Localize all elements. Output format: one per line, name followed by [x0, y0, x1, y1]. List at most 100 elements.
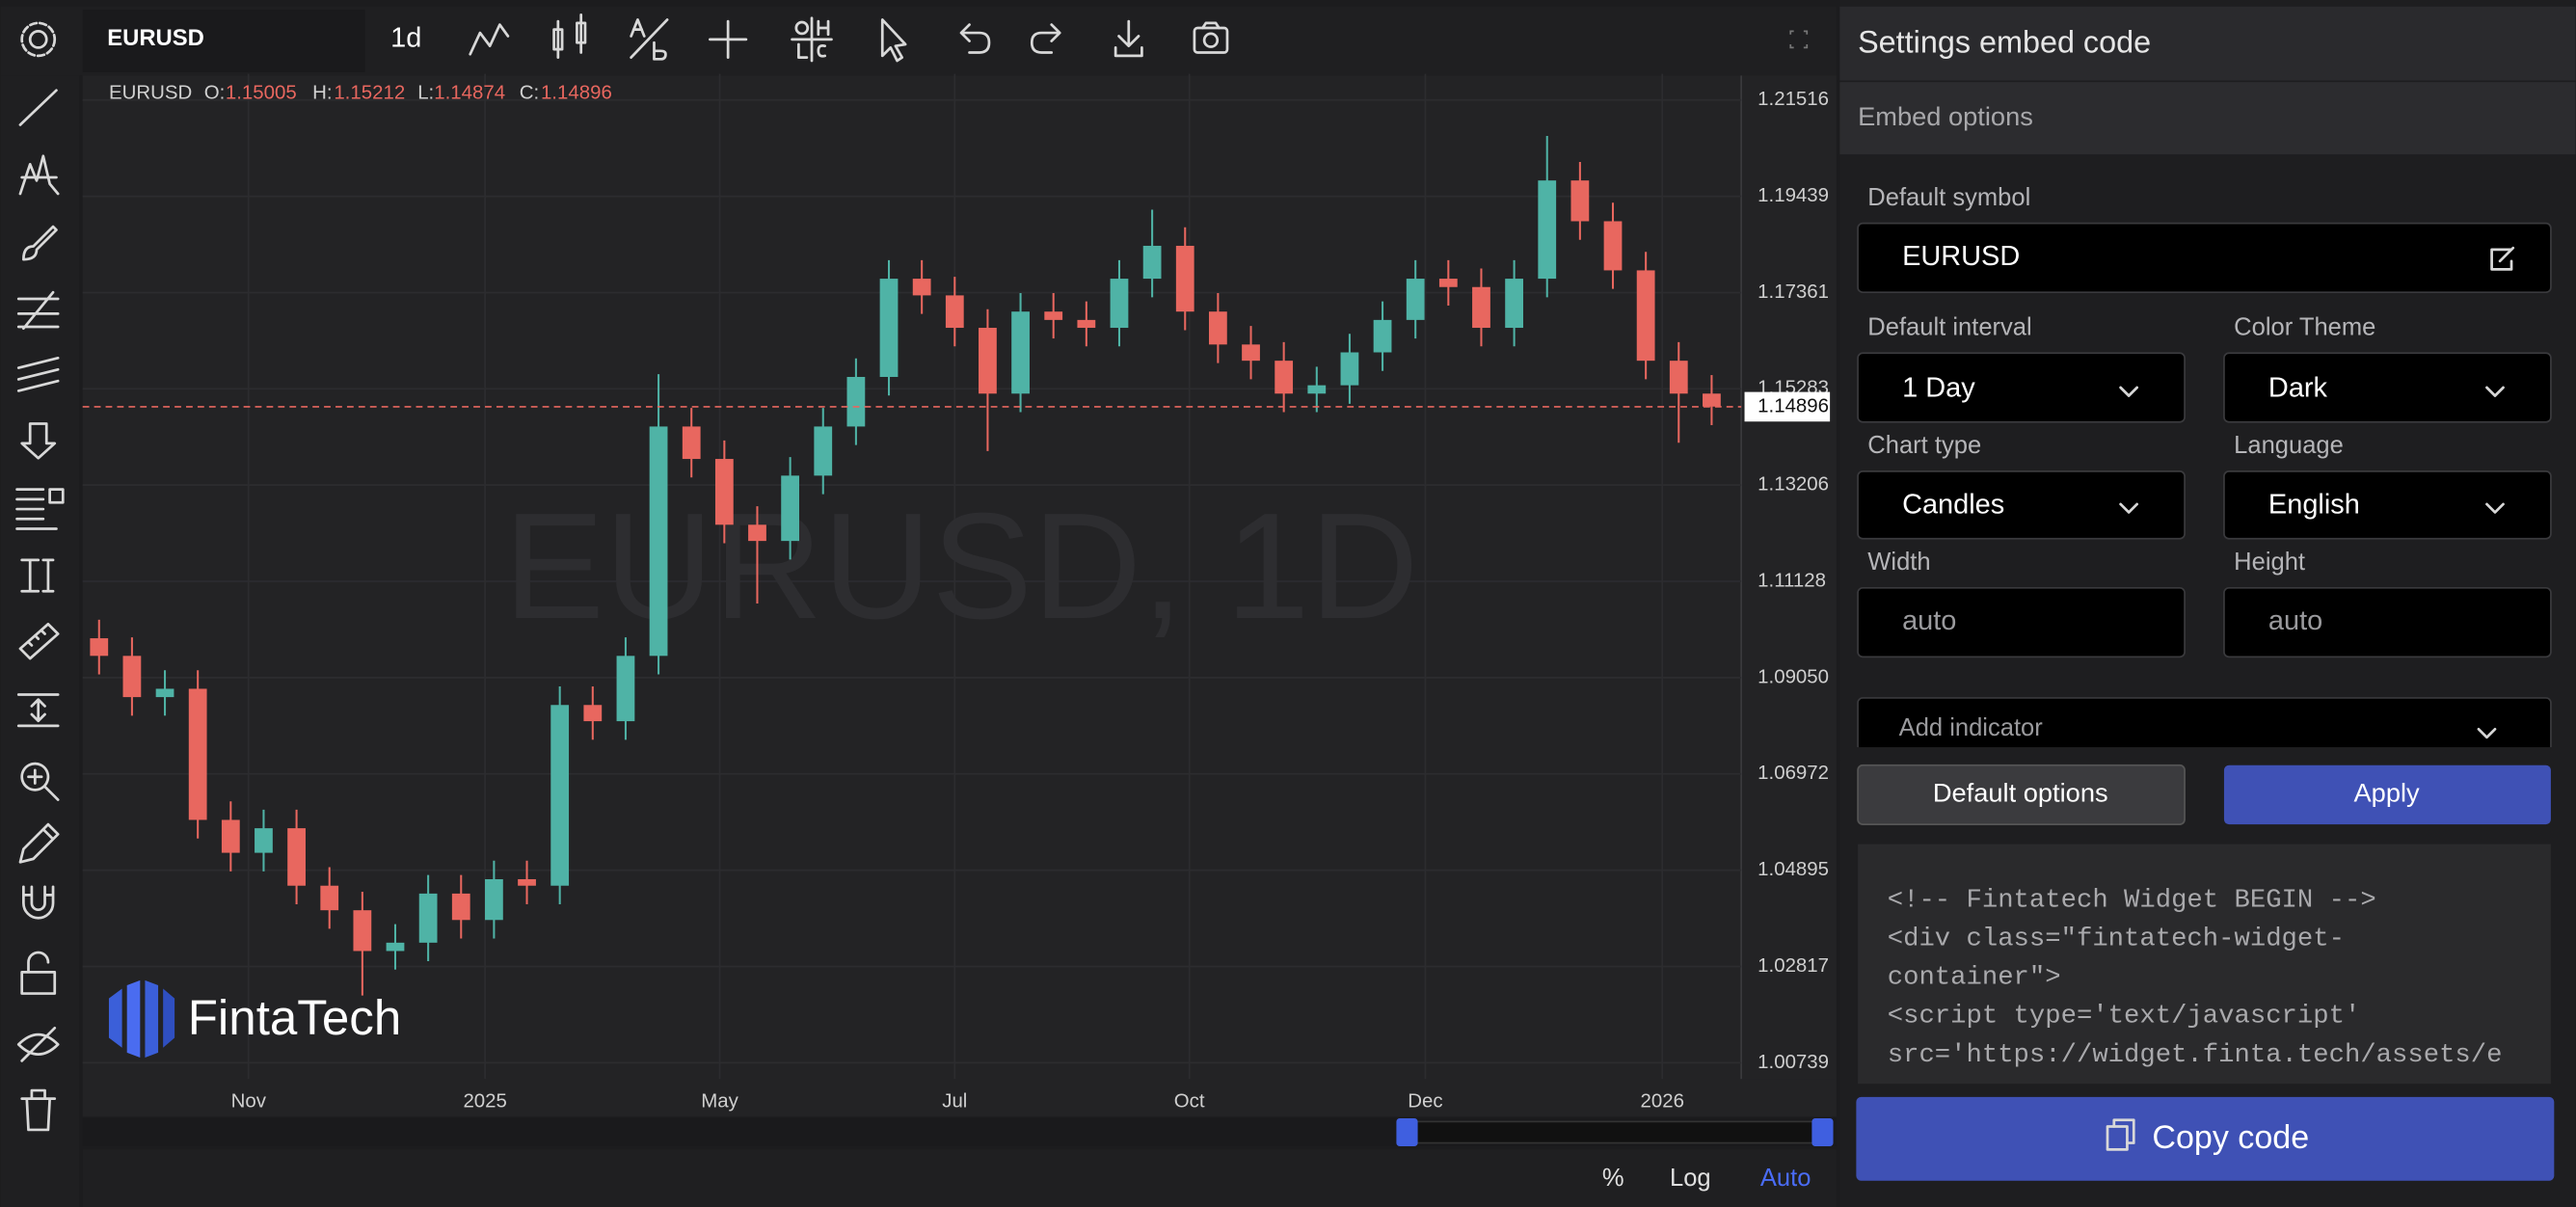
magnet-tool[interactable] — [22, 885, 55, 920]
y-tick-label: 1.00739 — [1758, 1051, 1829, 1073]
x-tick-label: Dec — [1408, 1089, 1442, 1112]
fullscreen-icon[interactable] — [1789, 30, 1809, 49]
brush-tool[interactable] — [22, 225, 58, 261]
zoom-tool[interactable] — [20, 762, 60, 801]
indicators-icon[interactable] — [469, 23, 510, 56]
lock-tool[interactable] — [20, 951, 57, 995]
candle-body — [353, 910, 372, 952]
screenshot-icon[interactable] — [1193, 21, 1229, 54]
height-input[interactable] — [2223, 586, 2552, 658]
button-label: Apply — [2353, 778, 2420, 808]
section-header — [1839, 82, 2576, 155]
theme-select[interactable] — [2223, 352, 2552, 423]
ruler-tool[interactable] — [18, 622, 60, 660]
y-tick-label: 1.02817 — [1758, 954, 1829, 977]
last-price-label: 1.14896 — [1758, 394, 1829, 416]
candle-body — [1077, 319, 1096, 329]
candle-body — [287, 828, 306, 886]
channel-tool[interactable] — [16, 356, 60, 392]
candle-body — [616, 656, 635, 722]
measure-tool[interactable] — [16, 693, 60, 728]
scroller-handle[interactable] — [1396, 1118, 1418, 1146]
candle-body — [979, 328, 997, 394]
fib-tool[interactable] — [16, 290, 60, 331]
trend-line-tool[interactable] — [18, 89, 58, 126]
crosshair-icon[interactable] — [709, 19, 748, 59]
candle-body — [714, 459, 734, 525]
panel-fade — [1839, 747, 2576, 761]
candle-body — [1472, 286, 1490, 329]
arrow-tool[interactable] — [20, 422, 57, 460]
ohlc-value: 1.15005 — [226, 82, 297, 104]
field-value: 1 Day — [1902, 372, 1975, 403]
ohlc-key: C: — [520, 82, 539, 104]
candle-body — [1703, 393, 1721, 407]
field-value: auto — [1902, 605, 1956, 636]
field-value: auto — [2268, 605, 2322, 636]
candle-body — [485, 878, 503, 921]
symbol-label: EURUSD — [107, 25, 204, 51]
candle-body — [418, 893, 438, 943]
candle-body — [1438, 279, 1458, 287]
volume-profile-tool[interactable] — [15, 488, 65, 530]
candle-body — [583, 705, 603, 722]
default-options-button[interactable] — [1857, 764, 2186, 825]
redo-icon[interactable] — [1030, 23, 1061, 54]
y-tick-label: 1.17361 — [1758, 281, 1829, 303]
apply-button[interactable] — [2223, 764, 2551, 825]
y-tick-label: 1.11128 — [1758, 569, 1826, 591]
cursor-icon[interactable] — [880, 18, 907, 63]
ohlc-key: L: — [417, 82, 434, 104]
watermark: EURUSD, 1D — [503, 482, 1418, 651]
percent-toggle[interactable]: % — [1602, 1165, 1624, 1192]
text-tool[interactable] — [20, 558, 55, 593]
settings-gear[interactable] — [20, 21, 57, 58]
chart-type-icon[interactable] — [552, 13, 587, 59]
candle-body — [781, 475, 800, 542]
candle-body — [1110, 279, 1129, 329]
ohlc-key: O: — [204, 82, 226, 104]
field-value: Dark — [2268, 372, 2328, 403]
candle-body — [320, 885, 339, 911]
field-value: Candles — [1902, 489, 2004, 520]
candle-body — [846, 376, 866, 427]
copy-code-button[interactable] — [1856, 1096, 2555, 1181]
interval-select[interactable] — [1857, 352, 2186, 423]
log-toggle[interactable]: Log — [1670, 1165, 1711, 1192]
ohlc-icon[interactable] — [791, 16, 833, 63]
pitchfork-tool[interactable] — [18, 154, 60, 196]
chevron — [2485, 386, 2505, 397]
compare-icon[interactable] — [630, 18, 669, 61]
scroller-window[interactable] — [1405, 1120, 1823, 1144]
chart-type-select[interactable] — [1857, 470, 2186, 540]
settings-title: Settings embed code — [1858, 25, 2151, 60]
scroller-handle[interactable] — [1811, 1118, 1834, 1146]
hide-tool[interactable] — [16, 1026, 60, 1062]
last-price-box — [1744, 391, 1831, 422]
download-icon[interactable] — [1114, 19, 1143, 58]
edit-icon[interactable] — [2490, 246, 2515, 271]
field-label: Default interval — [1867, 313, 2031, 340]
y-tick-label: 1.19439 — [1758, 184, 1829, 206]
candle-body — [1275, 361, 1294, 394]
field-value: EURUSD — [1902, 241, 2020, 272]
interval-label[interactable]: 1d — [390, 23, 421, 54]
code-lines: <!-- Fintatech Widget BEGIN --> <div clas… — [1888, 886, 2503, 1070]
language-select[interactable] — [2223, 470, 2552, 540]
candle-body — [1373, 319, 1392, 353]
undo-icon[interactable] — [959, 23, 991, 54]
settings-header — [1839, 6, 2576, 81]
candle-body — [550, 705, 570, 886]
width-input[interactable] — [1857, 586, 2186, 658]
delete-tool[interactable] — [20, 1088, 57, 1132]
candle-body — [1142, 245, 1162, 280]
pencil-tool[interactable] — [18, 822, 60, 864]
grid — [82, 73, 1742, 1080]
candle-body — [682, 426, 701, 460]
candle-body — [386, 942, 405, 952]
auto-toggle[interactable]: Auto — [1760, 1165, 1811, 1192]
symbol-input[interactable] — [1857, 222, 2552, 294]
symbol-box[interactable] — [82, 10, 365, 72]
code-line: <!-- Fintatech Widget BEGIN --> — [1888, 886, 2376, 916]
button-label: Default options — [1933, 778, 2108, 808]
